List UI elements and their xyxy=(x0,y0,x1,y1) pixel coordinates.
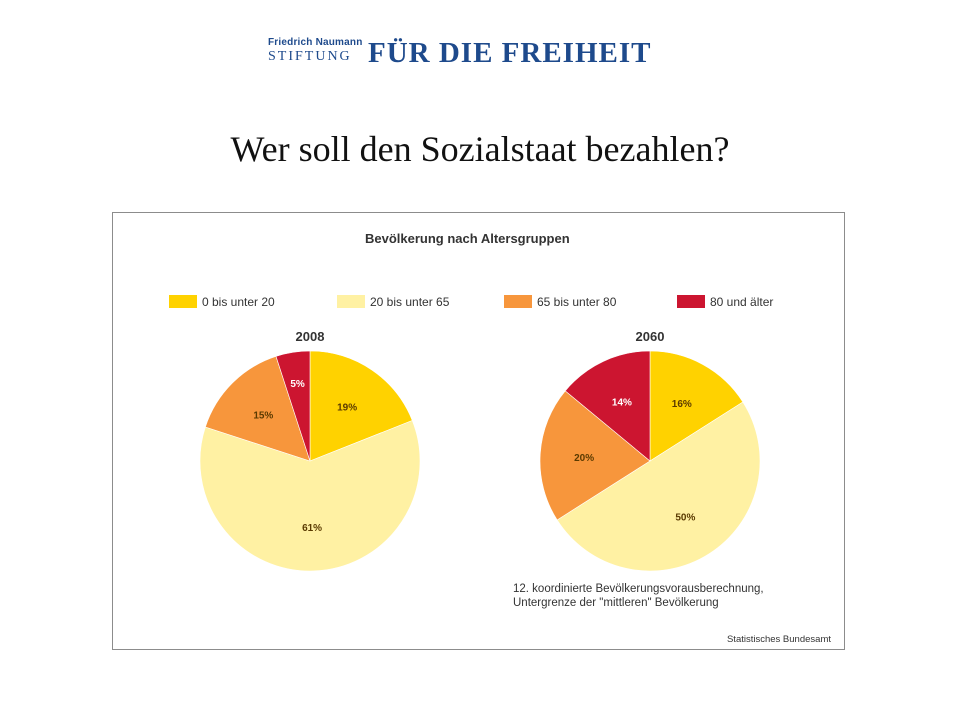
data-label-2008-80-und-älter: 5% xyxy=(290,379,305,390)
footnote-line1: 12. koordinierte Bevölkerungsvorausberec… xyxy=(513,583,764,595)
legend-label-0-bis-unter-20: 0 bis unter 20 xyxy=(202,295,275,309)
chart-frame: Bevölkerung nach Altersgruppen 0 bis unt… xyxy=(112,212,845,650)
slice-2060-80-und-älter xyxy=(564,350,651,462)
data-label-2008-0-bis-unter-20: 19% xyxy=(337,402,357,413)
data-label-2060-65-bis-unter-80: 20% xyxy=(574,453,594,464)
legend-swatch-20-bis-unter-65 xyxy=(337,295,365,308)
logo-wordmark: Friedrich Naumann STIFTUNG xyxy=(268,38,363,64)
slice-2060-65-bis-unter-80 xyxy=(539,390,651,521)
slide-title: Wer soll den Sozialstaat bezahlen? xyxy=(230,129,730,169)
logo-line2: STIFTUNG xyxy=(268,49,352,64)
pie-2008: 19% 61% 15% 5% xyxy=(199,350,421,572)
logo-line1: Friedrich Naumann xyxy=(268,37,363,48)
legend-label-20-bis-unter-65: 20 bis unter 65 xyxy=(370,295,450,309)
legend-swatch-65-bis-unter-80 xyxy=(504,295,532,308)
pie-chart: Bevölkerung nach Altersgruppen 0 bis unt… xyxy=(169,231,831,645)
slice-2008-80-und-älter xyxy=(275,350,311,462)
pie-title-2008: 2008 xyxy=(296,329,325,344)
chart-title: Bevölkerung nach Altersgruppen xyxy=(365,231,570,246)
footnote-line2: Untergrenze der "mittleren" Bevölkerung xyxy=(513,597,719,609)
legend-label-80-und-älter: 80 und älter xyxy=(710,295,773,309)
data-label-2060-0-bis-unter-20: 16% xyxy=(672,399,692,410)
legend-swatch-0-bis-unter-20 xyxy=(169,295,197,308)
slice-2008-0-bis-unter-20 xyxy=(309,350,413,462)
slice-2008-65-bis-unter-80 xyxy=(205,356,311,462)
logo-tagline: FÜR DIE FREIHEIT xyxy=(368,37,652,69)
pie-2060: 16% 50% 20% 14% xyxy=(539,350,761,572)
source-label: Statistisches Bundesamt xyxy=(727,634,831,645)
slice-2060-0-bis-unter-20 xyxy=(649,350,744,462)
data-label-2060-80-und-älter: 14% xyxy=(612,397,632,408)
slice-2008-20-bis-unter-65 xyxy=(199,420,421,572)
slice-2060-20-bis-unter-65 xyxy=(556,401,761,572)
legend-label-65-bis-unter-80: 65 bis unter 80 xyxy=(537,295,617,309)
data-label-2060-20-bis-unter-65: 50% xyxy=(675,513,695,524)
legend: 0 bis unter 20 20 bis unter 65 65 bis unte… xyxy=(169,295,773,309)
data-label-2008-20-bis-unter-65: 61% xyxy=(302,523,322,534)
legend-swatch-80-und-älter xyxy=(677,295,705,308)
pie-title-2060: 2060 xyxy=(636,329,665,344)
data-label-2008-65-bis-unter-80: 15% xyxy=(253,410,273,421)
